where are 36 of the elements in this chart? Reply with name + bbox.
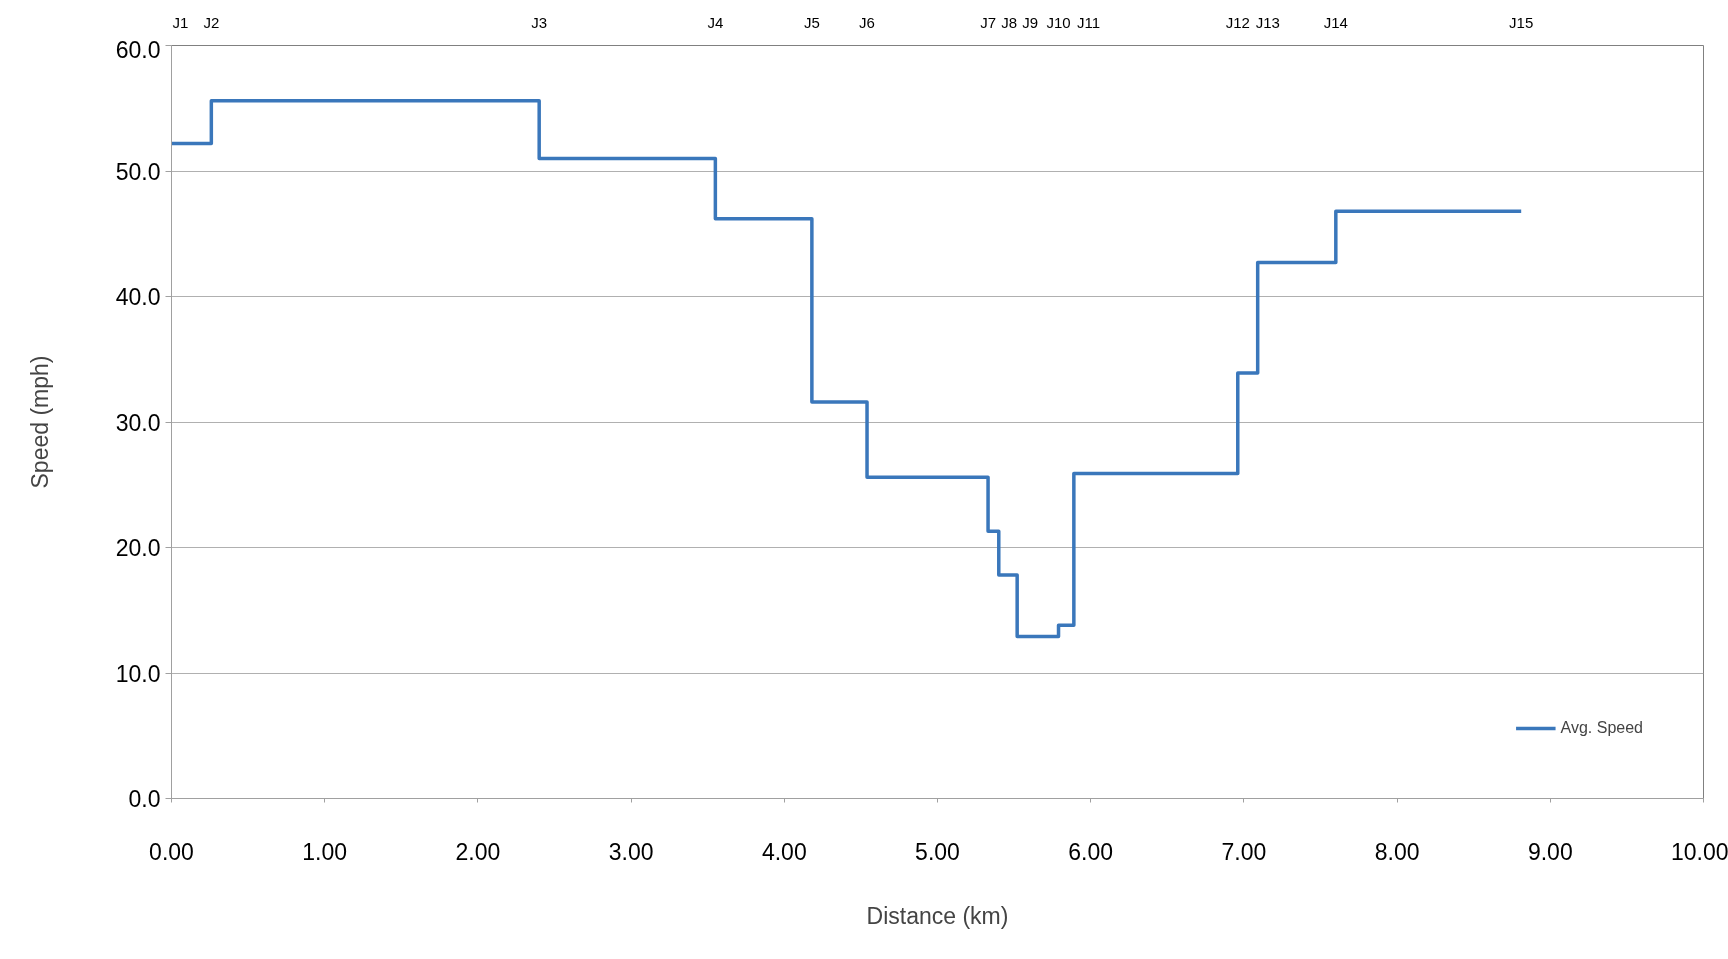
y-tick-label: 40.0: [115, 284, 161, 310]
y-tick-label: 50.0: [115, 158, 161, 185]
y-tick-label: 60.0: [115, 36, 161, 63]
text: J9: [1022, 13, 1038, 31]
text: J12: [1225, 13, 1250, 31]
text: J13: [1255, 13, 1280, 31]
text: J2: [203, 13, 220, 31]
x-tick-label: 5.00: [915, 838, 960, 865]
text: J7: [980, 13, 996, 31]
x-tick-label: 6.00: [1068, 838, 1114, 865]
text: J8: [1001, 13, 1017, 31]
text: J5: [803, 13, 820, 31]
legend-label: Avg. Speed: [1560, 719, 1643, 737]
x-tick-label: 10.00: [1670, 838, 1728, 865]
y-tick-label: 0.0: [128, 786, 161, 812]
y-tick-label: 20.0: [115, 535, 161, 561]
x-tick-label: 8.00: [1374, 838, 1420, 865]
x-tick-label: 3.00: [608, 838, 654, 865]
text: J14: [1323, 13, 1348, 31]
y-axis-title: Speed (mph): [26, 355, 53, 489]
x-tick-label: 7.00: [1221, 838, 1267, 865]
text: J11: [1076, 13, 1101, 31]
x-tick-label: 0.00: [149, 838, 194, 865]
x-axis-title: Distance (km): [866, 902, 1009, 929]
text: J6: [859, 13, 875, 31]
y-tick-label: 30.0: [115, 409, 161, 436]
x-tick-label: 4.00: [761, 838, 807, 865]
text: J4: [707, 13, 724, 31]
text: J15: [1509, 13, 1534, 31]
text: J1: [172, 13, 189, 31]
x-tick-label: 1.00: [302, 838, 348, 865]
text: J10: [1046, 13, 1071, 31]
x-tick-label: 2.00: [455, 838, 501, 865]
text: J3: [531, 13, 548, 31]
y-tick-label: 10.0: [115, 660, 161, 687]
x-tick-label: 9.00: [1527, 838, 1573, 865]
